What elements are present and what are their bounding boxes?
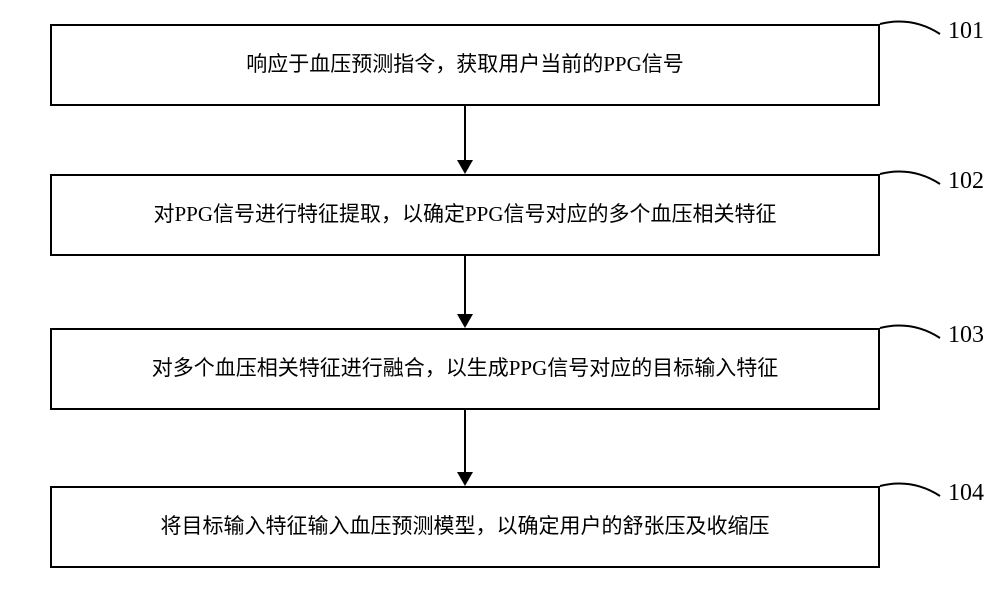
arrow-3-4 (455, 410, 475, 486)
leader-104 (0, 0, 1000, 614)
arrow-2-3 (455, 256, 475, 328)
arrow-1-2 (455, 106, 475, 174)
flowchart-canvas: 响应于血压预测指令，获取用户当前的PPG信号 101 对PPG信号进行特征提取，… (0, 0, 1000, 614)
